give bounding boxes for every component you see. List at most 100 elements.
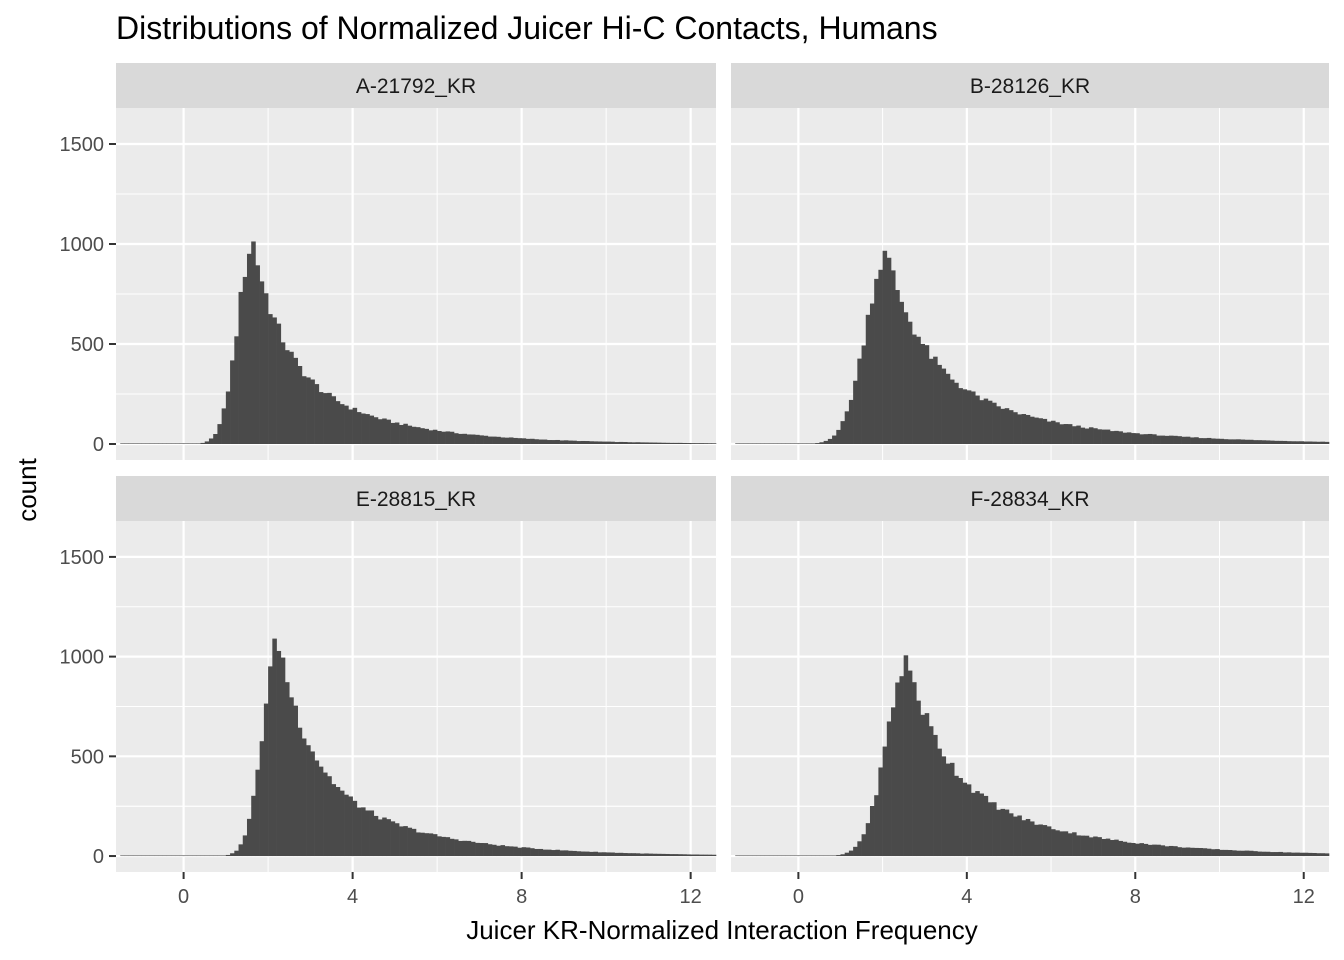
histogram-bar bbox=[1021, 414, 1027, 444]
histogram-bar bbox=[1042, 825, 1048, 857]
histogram-bar bbox=[200, 442, 206, 444]
histogram-bar bbox=[170, 855, 176, 857]
histogram-bar bbox=[1227, 439, 1233, 444]
histogram-bar bbox=[386, 419, 391, 444]
histogram-bar bbox=[175, 443, 180, 444]
histogram-bar bbox=[580, 440, 586, 444]
histogram-bar bbox=[1021, 820, 1027, 857]
histogram-bar bbox=[149, 855, 155, 857]
histogram-bar bbox=[1143, 434, 1149, 444]
facet-B-28126_KR: B-28126_KR bbox=[731, 63, 1330, 460]
histogram-bar bbox=[903, 655, 909, 857]
histogram-bar bbox=[832, 855, 837, 857]
histogram-bar bbox=[899, 301, 904, 444]
histogram-bar bbox=[1253, 851, 1258, 857]
histogram-bar bbox=[1240, 439, 1246, 444]
histogram-bar bbox=[677, 442, 683, 444]
histogram-bar bbox=[272, 317, 277, 444]
histogram-bar bbox=[230, 853, 235, 857]
histogram-bar bbox=[954, 382, 959, 444]
histogram-bar bbox=[819, 442, 824, 444]
histogram-bar bbox=[230, 360, 235, 444]
histogram-bar bbox=[141, 855, 146, 857]
histogram-bar bbox=[432, 429, 438, 444]
histogram-bar bbox=[310, 379, 315, 444]
histogram-bar bbox=[1143, 843, 1149, 857]
histogram-bar bbox=[356, 807, 362, 857]
facet-E-28815_KR: E-28815_KR 0 500 1000 1500 0 4 8 12 bbox=[60, 476, 717, 908]
histogram-bar bbox=[154, 855, 159, 857]
histogram-bar bbox=[907, 321, 913, 444]
histogram-bar bbox=[365, 810, 370, 857]
histogram-bar bbox=[987, 802, 993, 857]
histogram-bar bbox=[132, 443, 138, 444]
histogram-bar bbox=[623, 442, 628, 444]
histogram-bar bbox=[1105, 429, 1111, 444]
histogram-bar bbox=[802, 443, 808, 444]
facet-strip-label: A-21792_KR bbox=[356, 75, 476, 98]
histogram-bar bbox=[648, 853, 653, 857]
histogram-bar bbox=[306, 745, 311, 857]
histogram-bar bbox=[424, 428, 429, 444]
histogram-bar bbox=[234, 850, 239, 857]
histogram-bar bbox=[1248, 850, 1254, 857]
histogram-bar bbox=[802, 855, 808, 857]
histogram-bar bbox=[208, 855, 214, 857]
histogram-bar bbox=[521, 438, 527, 444]
histogram-bar bbox=[314, 384, 320, 444]
histogram-bar bbox=[221, 855, 227, 857]
histogram-bar bbox=[593, 851, 598, 857]
histogram-bar bbox=[132, 855, 138, 857]
histogram-bar bbox=[217, 424, 222, 444]
histogram-bar bbox=[610, 441, 615, 444]
histogram-bar bbox=[225, 854, 231, 857]
histogram-bar bbox=[1274, 440, 1279, 444]
histogram-bar bbox=[504, 846, 510, 857]
histogram-bar bbox=[665, 853, 670, 857]
histogram-bar bbox=[618, 852, 624, 857]
histogram-bar bbox=[403, 826, 408, 857]
histogram-bar bbox=[878, 767, 883, 857]
histogram-bar bbox=[739, 443, 744, 444]
histogram-bar bbox=[648, 442, 653, 444]
y-tick-label: 500 bbox=[71, 334, 104, 356]
histogram-bar bbox=[1291, 441, 1296, 444]
histogram-bar bbox=[768, 855, 774, 857]
y-tick-label: 500 bbox=[71, 746, 104, 768]
histogram-bar bbox=[916, 336, 921, 444]
histogram-bar bbox=[251, 795, 256, 857]
histogram-bar bbox=[798, 855, 803, 857]
histogram-bar bbox=[699, 854, 704, 857]
histogram-bar bbox=[462, 840, 468, 857]
x-tick-label: 4 bbox=[347, 886, 358, 908]
histogram-bar bbox=[377, 819, 383, 857]
histogram-bar bbox=[572, 440, 577, 444]
histogram-bar bbox=[204, 441, 210, 444]
histogram-bar bbox=[743, 855, 749, 857]
histogram-bar bbox=[407, 827, 413, 857]
histogram-bar bbox=[601, 441, 607, 444]
histogram-bar bbox=[644, 853, 649, 857]
histogram-bar bbox=[424, 833, 429, 857]
histogram-bar bbox=[949, 379, 955, 444]
histogram-bar bbox=[631, 442, 637, 444]
histogram-bar bbox=[832, 435, 837, 444]
histogram-bar bbox=[1181, 847, 1187, 857]
histogram-bar bbox=[597, 852, 603, 857]
histogram-bar bbox=[521, 847, 527, 857]
histogram-bar bbox=[848, 399, 854, 444]
histogram-bar bbox=[390, 821, 396, 857]
histogram-bar bbox=[1118, 431, 1123, 444]
histogram-bar bbox=[882, 250, 888, 444]
histogram-bar bbox=[756, 443, 761, 444]
histogram-bar bbox=[441, 431, 446, 444]
histogram-bar bbox=[1118, 840, 1123, 857]
panel-background bbox=[731, 521, 1329, 872]
histogram-bar bbox=[487, 436, 493, 444]
histogram-bar bbox=[166, 443, 172, 444]
histogram-bar bbox=[1303, 441, 1309, 444]
histogram-bar bbox=[559, 440, 565, 444]
histogram-bar bbox=[949, 762, 955, 857]
histogram-bar bbox=[1063, 831, 1069, 857]
histogram-bar bbox=[318, 766, 324, 857]
